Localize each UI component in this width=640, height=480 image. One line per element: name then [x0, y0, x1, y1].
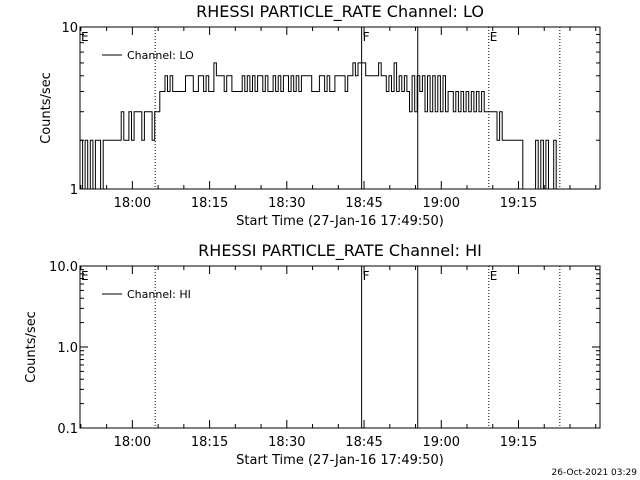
- y-tick-label: 0.1: [57, 422, 78, 437]
- event-marker-label: E: [81, 30, 89, 44]
- event-marker-label: F: [363, 30, 370, 44]
- x-tick-label: 19:15: [500, 196, 537, 211]
- x-tick-label: 18:30: [268, 435, 305, 450]
- legend-label: Channel: HI: [127, 288, 191, 301]
- x-tick-label: 18:00: [114, 435, 151, 450]
- chart-title: RHESSI PARTICLE_RATE Channel: HI: [198, 241, 482, 261]
- y-axis-label: Counts/sec: [39, 72, 54, 144]
- x-tick-label: 18:45: [345, 435, 382, 450]
- plot-frame: [79, 26, 601, 190]
- x-tick-label: 18:15: [191, 196, 228, 211]
- series-line-lo: [80, 62, 577, 189]
- x-axis-label: Start Time (27-Jan-16 17:49:50): [236, 453, 444, 468]
- x-tick-label: 19:15: [500, 435, 537, 450]
- x-tick-label: 18:00: [114, 196, 151, 211]
- x-tick-label: 18:30: [268, 196, 305, 211]
- event-marker-label: E: [490, 30, 498, 44]
- x-tick-label: 18:15: [191, 435, 228, 450]
- x-tick-label: 19:00: [423, 435, 460, 450]
- y-tick-label: 1.0: [57, 341, 78, 356]
- x-tick-label: 18:45: [345, 196, 382, 211]
- plot-timestamp: 26-Oct-2021 03:29: [552, 468, 638, 478]
- event-marker-label: E: [490, 269, 498, 283]
- chart-title: RHESSI PARTICLE_RATE Channel: LO: [196, 2, 484, 22]
- event-marker-label: E: [81, 269, 89, 283]
- x-tick-label: 19:00: [423, 196, 460, 211]
- panel-hi: RHESSI PARTICLE_RATE Channel: HI 0.1 1.0 10…: [24, 241, 601, 468]
- y-axis-label: Counts/sec: [24, 311, 39, 383]
- x-axis-label: Start Time (27-Jan-16 17:49:50): [236, 214, 444, 229]
- y-tick-label: 1: [70, 183, 78, 198]
- legend-label: Channel: LO: [127, 49, 194, 62]
- y-tick-label: 10: [61, 21, 78, 36]
- y-tick-label: 10.0: [49, 260, 78, 275]
- event-marker-label: F: [363, 269, 370, 283]
- panel-lo: RHESSI PARTICLE_RATE Channel: LO 1 10 18:00…: [39, 2, 601, 229]
